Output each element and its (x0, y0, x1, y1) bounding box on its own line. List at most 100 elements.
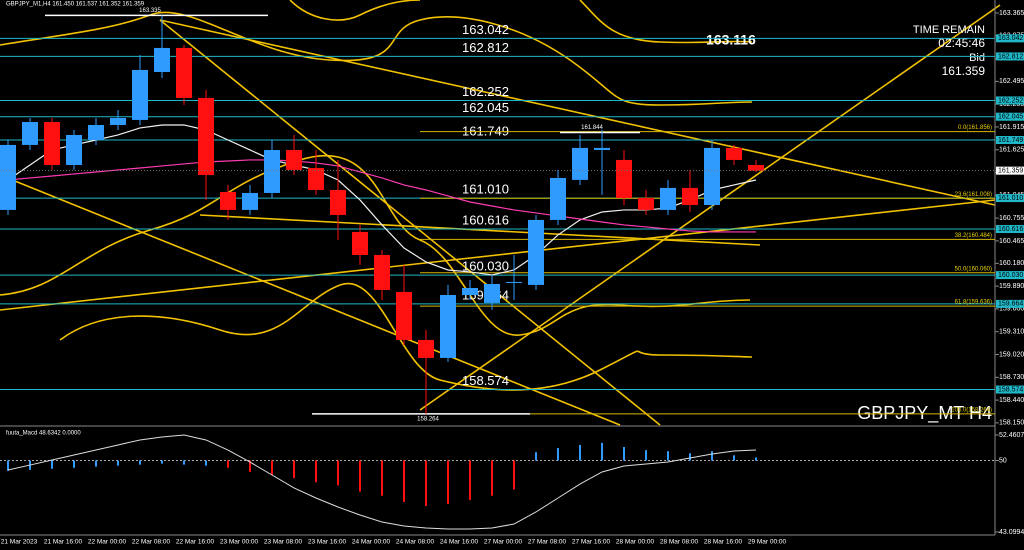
indicator-band (289, 0, 421, 21)
x-tick-label: 27 Mar 08:00 (528, 539, 567, 546)
x-tick-label: 27 Mar 00:00 (484, 539, 523, 546)
candle-body (572, 147, 588, 180)
macd-title: fuuta_Macd 48.6342 0.0000 (6, 431, 81, 437)
x-tick-label: 22 Mar 00:00 (88, 539, 127, 546)
level-axis-label: 159.664 (998, 301, 1023, 308)
trend-line (199, 214, 761, 246)
candle-body (176, 47, 192, 98)
x-tick-label: 23 Mar 00:00 (220, 539, 259, 546)
bid-axis-box (996, 166, 1024, 175)
level-label: 162.812 (462, 40, 509, 55)
fib-label: 50.0(160.060) (955, 266, 992, 272)
candle-body (396, 291, 412, 340)
candle-body (374, 254, 390, 290)
x-tick-label: 24 Mar 08:00 (396, 539, 435, 546)
level-axis-box (996, 96, 1024, 105)
candle-body (594, 147, 610, 150)
level-label: 161.749 (462, 123, 509, 138)
candle-body (550, 177, 566, 220)
x-tick-label: 21 Mar 2023 (1, 539, 38, 546)
level-axis-label: 161.749 (998, 137, 1023, 144)
level-label: 161.010 (462, 182, 509, 197)
level-axis-box (996, 271, 1024, 280)
trend-line (0, 174, 621, 426)
big-price: 163.116 (706, 32, 756, 48)
level-axis-label: 160.616 (998, 226, 1023, 233)
candle-body (308, 167, 324, 190)
level-axis-box (996, 225, 1024, 234)
candle-body (726, 147, 742, 160)
candle-body (22, 121, 38, 145)
level-axis-label: 161.010 (998, 195, 1023, 202)
candle-body (220, 191, 236, 210)
level-label: 162.045 (462, 100, 509, 115)
fib-label: 100.0(158.264) (951, 407, 992, 413)
y-tick-label: 159.600 (999, 306, 1024, 313)
x-tick-label: 24 Mar 00:00 (352, 539, 391, 546)
macd-y-tick-label: 43.0994 (999, 529, 1024, 536)
x-tick-label: 27 Mar 16:00 (572, 539, 611, 546)
fib-label: 61.8(159.636) (955, 300, 992, 306)
candle-body (638, 197, 654, 210)
level-axis-box (996, 385, 1024, 394)
level-axis-label: 158.574 (998, 386, 1023, 393)
level-axis-box (996, 112, 1024, 121)
x-tick-label: 28 Mar 08:00 (660, 539, 699, 546)
y-tick-label: 160.180 (999, 260, 1024, 267)
y-tick-label: 159.020 (999, 351, 1024, 358)
fib-label: 23.6(161.008) (955, 192, 992, 198)
candle-body (682, 187, 698, 205)
level-label: 160.030 (462, 259, 509, 274)
level-axis-label: 162.252 (998, 97, 1023, 104)
indicator-line (7, 124, 757, 276)
x-tick-label: 22 Mar 08:00 (132, 539, 171, 546)
candle-body (154, 47, 170, 72)
candle-body (462, 287, 478, 295)
level-axis-box (996, 34, 1024, 43)
trend-line (159, 19, 996, 206)
level-label: 162.252 (462, 84, 509, 99)
fib-label: 0.0(161.856) (958, 125, 992, 131)
fib-label: 38.2(160.484) (955, 233, 992, 239)
extreme-label: 158.264 (417, 416, 439, 422)
x-tick-label: 23 Mar 16:00 (308, 539, 347, 546)
candle-body (286, 149, 302, 170)
time-remain: 02:45:46 (938, 36, 985, 50)
time-remain-label: TIME REMAIN (913, 24, 985, 36)
candle-body (440, 294, 456, 358)
y-tick-label: 161.915 (999, 124, 1024, 131)
extreme-label: 161.844 (581, 125, 603, 131)
candle-body (330, 189, 346, 215)
bid-axis-label: 161.359 (998, 167, 1023, 174)
indicator-line (7, 159, 756, 233)
y-tick-label: 162.205 (999, 101, 1024, 108)
candle-body (198, 97, 214, 175)
candle-body (352, 231, 368, 255)
y-tick-label: 159.890 (999, 283, 1024, 290)
candle-body (88, 124, 104, 140)
candle-body (528, 219, 544, 285)
macd-y-tick-label: 50 (999, 457, 1007, 464)
x-tick-label: 23 Mar 08:00 (264, 539, 303, 546)
candle-body (418, 339, 434, 358)
y-tick-label: 162.495 (999, 78, 1024, 85)
trend-line (419, 4, 1001, 411)
y-tick-label: 160.465 (999, 238, 1024, 245)
y-tick-label: 163.365 (999, 10, 1024, 17)
level-axis-label: 162.812 (998, 53, 1023, 60)
x-tick-label: 22 Mar 16:00 (176, 539, 215, 546)
indicator-band (579, 0, 753, 44)
level-label: 158.574 (462, 373, 509, 388)
level-axis-box (996, 194, 1024, 203)
y-tick-label: 158.730 (999, 374, 1024, 381)
x-tick-label: 28 Mar 16:00 (704, 539, 743, 546)
extreme-label: 163.335 (139, 8, 161, 14)
candle-body (660, 187, 676, 210)
bid: 161.359 (942, 64, 986, 78)
level-axis-label: 160.030 (998, 272, 1023, 279)
y-tick-label: 160.755 (999, 215, 1024, 222)
watermark: GBPJPY_MT H4 (857, 403, 992, 424)
x-tick-label: 29 Mar 00:00 (748, 539, 787, 546)
y-tick-label: 158.150 (999, 420, 1024, 427)
